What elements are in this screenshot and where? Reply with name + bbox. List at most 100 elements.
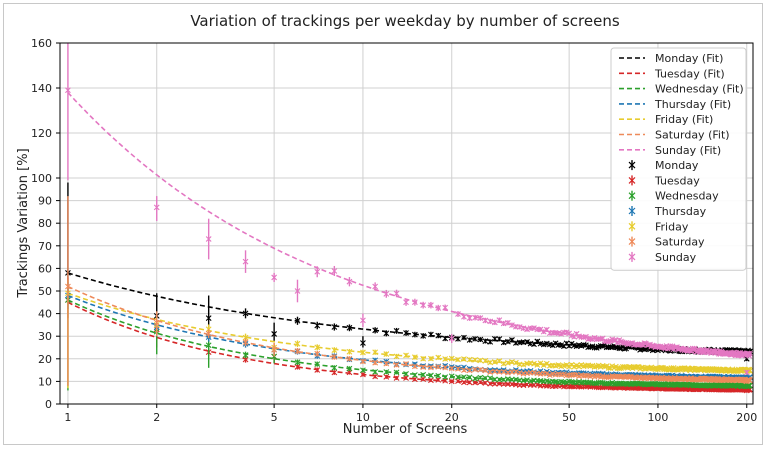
point-wednesday	[411, 372, 418, 378]
point-friday	[500, 360, 507, 367]
point-sunday	[747, 350, 753, 357]
point-monday	[205, 295, 212, 328]
point-wednesday	[383, 369, 390, 375]
point-saturday	[65, 196, 71, 386]
point-sunday	[455, 311, 461, 317]
point-friday	[537, 360, 544, 367]
point-monday	[411, 331, 418, 338]
point-sunday	[466, 315, 473, 321]
point-friday	[428, 355, 434, 362]
y-tick-label: 70	[38, 240, 52, 253]
y-axis-ticks: 0 10 20 30 40 50 60 70 80 90 100 120 140 160	[31, 37, 60, 411]
point-friday	[455, 356, 461, 363]
point-sunday	[540, 328, 547, 335]
legend-point-swatch-sunday	[628, 251, 636, 262]
point-tuesday	[500, 381, 507, 388]
point-tuesday	[482, 380, 489, 386]
point-friday	[491, 359, 498, 365]
point-sunday	[242, 250, 249, 273]
point-saturday	[346, 355, 353, 362]
point-monday	[314, 321, 321, 330]
point-wednesday	[496, 376, 503, 383]
point-tuesday	[372, 373, 379, 380]
point-monday	[360, 336, 366, 348]
point-friday	[372, 349, 379, 356]
point-tuesday	[420, 376, 427, 382]
y-tick-label: 120	[31, 127, 52, 140]
legend-label-wednesday: Wednesday	[655, 190, 719, 203]
point-sunday	[360, 313, 366, 328]
point-monday	[428, 331, 434, 338]
point-monday	[472, 335, 478, 342]
point-saturday	[477, 366, 484, 373]
point-friday	[393, 353, 400, 360]
point-wednesday	[448, 373, 455, 380]
point-friday	[477, 357, 484, 364]
point-sunday	[294, 279, 301, 303]
point-sunday	[743, 369, 750, 376]
point-saturday	[242, 338, 249, 347]
point-monday	[403, 330, 409, 336]
point-tuesday	[566, 383, 573, 390]
point-sunday	[403, 298, 409, 306]
point-sunday	[435, 304, 442, 312]
point-wednesday	[442, 374, 449, 380]
x-tick-label: 20	[445, 411, 459, 424]
legend-label-tuesday: Tuesday	[654, 174, 700, 187]
point-saturday	[442, 364, 449, 371]
point-wednesday	[420, 371, 427, 378]
x-tick-label: 200	[736, 411, 757, 424]
point-monday	[346, 324, 353, 332]
legend-fit-label-wednesday: Wednesday (Fit)	[655, 83, 744, 96]
point-wednesday	[571, 379, 578, 386]
legend-label-friday: Friday	[655, 220, 689, 233]
point-friday	[472, 357, 478, 363]
point-wednesday	[435, 372, 442, 379]
point-friday	[543, 360, 550, 367]
point-friday	[411, 354, 418, 361]
point-tuesday	[487, 380, 494, 387]
y-tick-label: 20	[38, 353, 52, 366]
point-friday	[314, 344, 321, 351]
chart-title: Variation of trackings per weekday by nu…	[190, 12, 620, 30]
point-tuesday	[466, 379, 473, 386]
point-friday	[403, 352, 409, 359]
point-sunday	[482, 317, 489, 324]
point-tuesday	[393, 375, 400, 381]
point-saturday	[747, 377, 753, 384]
x-tick-label: 100	[647, 411, 668, 424]
point-monday	[466, 337, 473, 343]
y-tick-label: 50	[38, 285, 52, 298]
point-monday	[500, 339, 507, 346]
point-saturday	[448, 365, 455, 372]
point-tuesday	[360, 371, 366, 378]
y-tick-label: 40	[38, 308, 52, 321]
legend-fit-label-friday: Friday (Fit)	[655, 113, 713, 126]
point-saturday	[435, 363, 442, 370]
x-tick-label: 2	[153, 411, 160, 424]
point-wednesday	[331, 364, 338, 371]
legend-label-thursday: Thursday	[654, 205, 707, 218]
point-sunday	[491, 319, 498, 326]
point-saturday	[546, 372, 553, 378]
point-sunday	[411, 298, 418, 306]
point-sunday	[346, 277, 353, 287]
legend-point-swatch-friday	[628, 221, 636, 232]
point-sunday	[428, 301, 434, 309]
point-wednesday	[455, 374, 461, 381]
point-monday	[509, 337, 515, 343]
point-monday	[477, 336, 484, 343]
point-friday	[360, 349, 366, 356]
point-wednesday	[360, 367, 366, 374]
point-tuesday	[294, 364, 301, 370]
point-monday	[435, 332, 442, 339]
point-friday	[466, 356, 473, 363]
point-wednesday	[428, 372, 434, 379]
x-tick-label: 1	[64, 411, 71, 424]
legend-label-saturday: Saturday	[655, 236, 705, 249]
point-monday	[491, 335, 498, 342]
point-tuesday	[461, 379, 467, 386]
point-friday	[563, 362, 570, 368]
point-wednesday	[346, 365, 353, 372]
point-monday	[552, 340, 559, 347]
